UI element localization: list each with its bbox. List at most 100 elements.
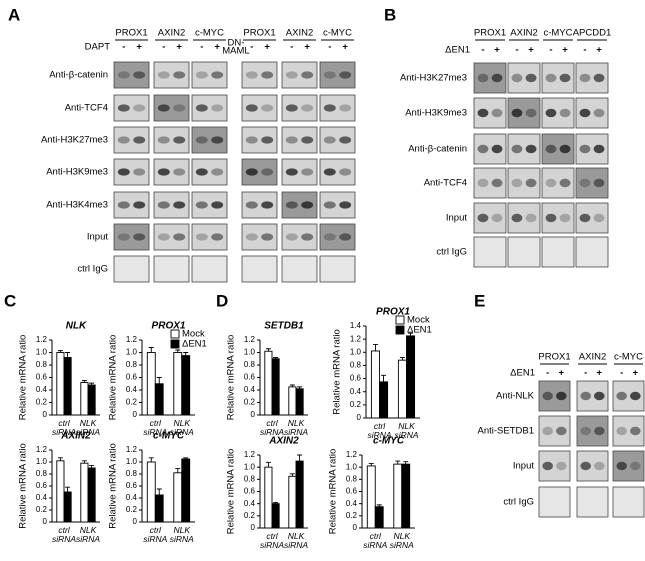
band [285,136,298,144]
band [525,108,537,118]
band [133,201,146,209]
blot-box [538,486,571,518]
row-label: Anti-H3K9me3 [405,108,467,119]
band [594,426,605,436]
lane-sign: - [546,368,549,379]
x-tick-label: NLK siRNA [390,531,414,550]
y-tick-label: 0 [251,410,256,419]
blot-box [153,61,190,89]
y-axis-label: Relative mRNA ratio [108,335,119,421]
blot-box [191,61,228,89]
error-bar [148,347,154,353]
band [195,201,208,209]
bar [56,460,65,523]
band [157,71,170,79]
band [211,168,224,176]
panel-letter: C [4,291,16,310]
error-bar [265,348,271,352]
x-tick-label: NLK siRNA [394,421,418,440]
band [173,201,186,209]
y-tick-label: 0 [133,410,138,419]
band [556,426,567,436]
y-tick-label: 1.4 [350,321,362,330]
band [301,104,314,112]
band [323,104,336,112]
lane-sign: + [597,368,603,379]
bar [56,352,65,416]
bar [393,463,403,529]
band [559,73,571,83]
legend-label: ΔEN1 [407,325,432,336]
error-bar [81,460,87,464]
x-tick-label: ctrl siRNA [143,525,167,544]
band [630,391,641,401]
legend-swatch [170,339,180,349]
x-tick-label: NLK siRNA [170,525,194,544]
band [511,144,523,154]
y-tick-label: 0.8 [346,474,358,483]
band [157,233,170,241]
lane-sign: + [342,42,348,53]
column-header: AXIN2 [579,352,606,363]
band [511,108,523,118]
band [339,104,352,112]
blot-box [541,236,575,268]
error-bar [183,457,189,459]
band [630,461,641,471]
lane-sign: + [136,42,142,53]
x-tick-label: NLK siRNA [76,525,100,544]
bar [264,466,273,529]
band [117,136,130,144]
condition-label: DN- [228,38,245,49]
error-bar [57,350,63,353]
legend-label: ΔEN1 [182,339,207,350]
column-header: c-MYC [614,352,643,363]
column-header: c-MYC [543,28,572,39]
y-tick-label: 1.0 [126,348,138,357]
band [323,136,336,144]
legend-swatch [395,315,405,325]
band [593,178,605,188]
band [195,104,208,112]
blot-box [153,223,190,251]
band [545,178,557,188]
y-tick-label: 1.2 [346,450,358,459]
band [511,73,523,83]
blot-box [241,191,278,219]
y-tick-label: 0.2 [126,505,138,514]
band [117,233,130,241]
bar [401,463,411,529]
condition-label: ΔEN1 [445,45,470,56]
band [491,213,503,223]
chart-title: SETDB1 [264,321,304,332]
y-tick-label: 0.4 [36,385,48,394]
y-tick-label: 0.6 [126,373,138,382]
band [491,73,503,83]
x-tick-label: ctrl siRNA [260,418,284,437]
band [261,136,274,144]
y-tick-label: 0.6 [244,487,256,496]
band [301,71,314,79]
y-tick-label: 0.6 [126,481,138,490]
band [339,233,352,241]
blot-box [473,167,507,199]
band [491,144,503,154]
blot-box [538,450,571,482]
blot-box [113,223,150,251]
bar [87,467,96,523]
error-bar [381,374,387,382]
y-tick-label: 0 [43,410,48,419]
lane-sign: - [122,42,125,53]
band [323,233,336,241]
legend-swatch [395,325,405,335]
band [173,104,186,112]
chart-title: PROX1 [152,321,186,332]
bar [264,350,273,416]
lane-sign: - [620,368,623,379]
y-tick-label: 0.4 [126,385,138,394]
y-tick-label: 0.8 [36,469,48,478]
column-header: PROX1 [115,28,147,39]
blot-box [612,486,645,518]
lane-sign: - [584,368,587,379]
